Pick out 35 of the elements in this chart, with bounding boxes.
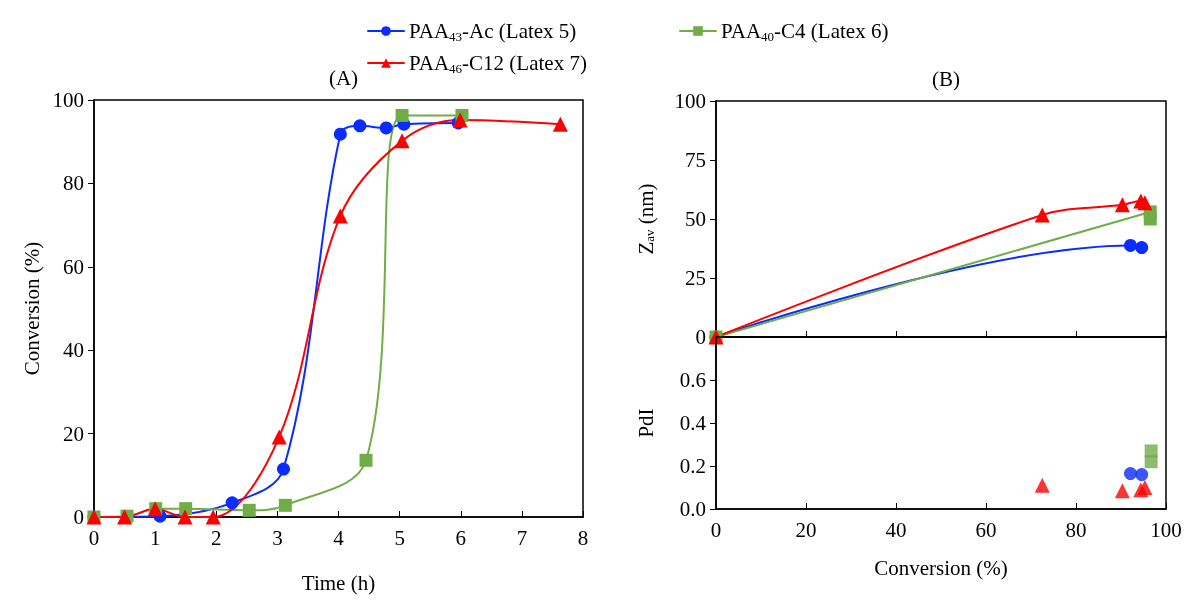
y-tick-label: 0.4 — [679, 411, 707, 435]
x-tick-label: 40 — [885, 517, 907, 542]
x-tick-label: 1 — [149, 525, 161, 550]
x-tick-label: 8 — [577, 525, 589, 550]
y-tick-label: 0 — [695, 325, 706, 349]
y-tick-label: 100 — [674, 89, 706, 113]
y-tick-label: 0.6 — [679, 368, 706, 392]
y-tick-label: 80 — [63, 171, 84, 196]
y-tick-label: 40 — [63, 338, 84, 363]
x-tick-label: 2 — [211, 525, 222, 550]
y-tick-label: 50 — [685, 207, 706, 231]
x-tick-label: 6 — [455, 525, 466, 550]
x-tick-label: 0 — [88, 525, 100, 550]
y-tick-label: 60 — [63, 254, 84, 279]
x-tick-label: 60 — [975, 517, 997, 542]
x-axis-title: Time (h) — [301, 570, 376, 595]
y-tick-label: 0.0 — [679, 497, 706, 521]
y-tick-label: 100 — [52, 88, 84, 112]
y-tick-label: 20 — [63, 421, 84, 446]
x-tick-label: 3 — [272, 525, 283, 550]
x-tick-label: 4 — [333, 525, 345, 550]
y-axis-title: Conversion (%) — [19, 241, 44, 376]
x-axis-title: Conversion (%) — [874, 555, 1008, 580]
x-tick-label: 20 — [795, 517, 817, 542]
x-tick-label: 5 — [394, 525, 405, 550]
x-tick-label: 80 — [1065, 517, 1087, 542]
y-tick-label: 75 — [685, 148, 706, 172]
y-axis-title: Zav (nm) — [633, 183, 658, 255]
y-tick-label: 25 — [685, 266, 706, 290]
x-tick-label: 100 — [1150, 517, 1182, 542]
chart-title: (A) — [328, 65, 359, 90]
y-axis-title: PdI — [633, 408, 658, 438]
x-tick-label: 7 — [516, 525, 528, 550]
y-tick-label: 0.2 — [679, 454, 706, 478]
chart-title: (B) — [932, 66, 960, 91]
